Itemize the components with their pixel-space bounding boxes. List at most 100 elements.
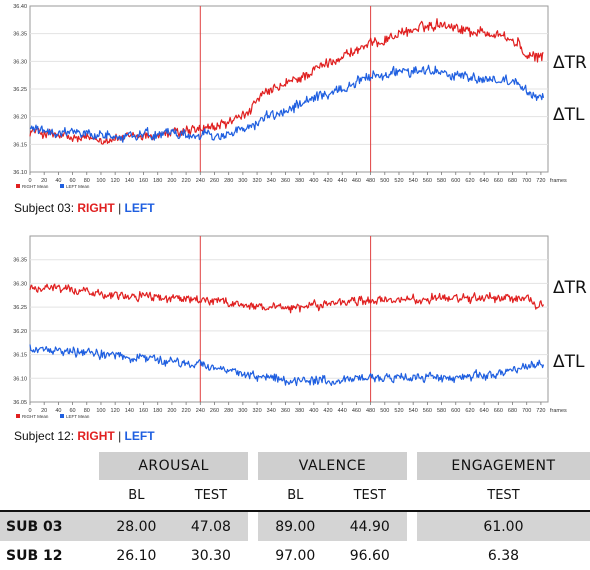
subject-03-chart: 36.10 36.15 36.20 36.25 36.30 36.35 36.40 0 20 40… bbox=[13, 4, 567, 189]
x-tick-label: 440 bbox=[338, 178, 347, 184]
x-tick-label: 80 bbox=[84, 178, 90, 184]
x-tick-label: 320 bbox=[252, 408, 261, 414]
x-tick-label: 200 bbox=[167, 178, 176, 184]
x-tick-label: 340 bbox=[267, 178, 276, 184]
x-tick-label: 20 bbox=[41, 408, 47, 414]
x-tick-label: 540 bbox=[409, 408, 418, 414]
legend-swatch bbox=[16, 184, 20, 188]
x-tick-label: 280 bbox=[224, 178, 233, 184]
legend-swatch bbox=[60, 184, 64, 188]
x-tick-label: 640 bbox=[480, 408, 489, 414]
x-tick-label: 380 bbox=[295, 408, 304, 414]
x-tick-label: 180 bbox=[153, 408, 162, 414]
y-tick-label: 36.35 bbox=[13, 258, 27, 264]
x-tick-label: 680 bbox=[508, 408, 517, 414]
x-tick-label: 20 bbox=[41, 178, 47, 184]
x-tick-label: 100 bbox=[96, 178, 105, 184]
delta-t-left-label-1: ΔTL bbox=[553, 105, 585, 125]
x-tick-label: 540 bbox=[409, 178, 418, 184]
x-tick-label: 160 bbox=[139, 408, 148, 414]
x-tick-label: 300 bbox=[238, 178, 247, 184]
x-tick-label: 200 bbox=[167, 408, 176, 414]
x-tick-label: 120 bbox=[111, 178, 120, 184]
header-arousal: AROUSAL bbox=[99, 452, 249, 480]
x-tick-label: 0 bbox=[28, 408, 31, 414]
table-cell: 97.00 bbox=[275, 547, 316, 564]
subject-12-chart: 36.05 36.10 36.15 36.20 36.25 36.30 36.35 0 20 40… bbox=[13, 235, 567, 419]
y-tick-label: 36.30 bbox=[13, 281, 27, 287]
header-valence: VALENCE bbox=[258, 452, 408, 480]
x-tick-label: 80 bbox=[84, 408, 90, 414]
x-tick-label: 480 bbox=[366, 408, 375, 414]
x-tick-label: 720 bbox=[536, 408, 545, 414]
x-tick-label: 360 bbox=[281, 178, 290, 184]
x-tick-label: 660 bbox=[494, 178, 503, 184]
x-tick-label: 600 bbox=[451, 178, 460, 184]
delta-t-right-label-2: ΔTR bbox=[553, 278, 587, 298]
col-engagement-test: TEST bbox=[487, 487, 520, 503]
y-tick-label: 36.15 bbox=[13, 353, 27, 359]
table-cell: 30.30 bbox=[190, 547, 231, 564]
table-cell: 6.38 bbox=[487, 547, 520, 564]
delta-t-right-label-1: ΔTR bbox=[553, 53, 587, 73]
legend-label: LEFT Mean bbox=[66, 414, 90, 419]
series-line-left bbox=[29, 64, 545, 143]
x-tick-label: 420 bbox=[323, 408, 332, 414]
legend-swatch bbox=[60, 414, 64, 418]
y-tick-label: 36.20 bbox=[13, 115, 27, 121]
x-tick-label: 240 bbox=[196, 408, 205, 414]
summary-table: AROUSAL VALENCE ENGAGEMENT BL TEST BL TE… bbox=[0, 452, 590, 570]
col-arousal-test: TEST bbox=[194, 487, 228, 503]
x-tick-label: 640 bbox=[480, 178, 489, 184]
y-tick-label: 36.15 bbox=[13, 142, 27, 148]
x-tick-label: 220 bbox=[182, 178, 191, 184]
y-tick-label: 36.20 bbox=[13, 329, 27, 335]
x-tick-label: 220 bbox=[182, 408, 191, 414]
plot-area bbox=[29, 235, 549, 403]
x-tick-label: 560 bbox=[423, 408, 432, 414]
subject-03-caption: Subject 03: RIGHT | LEFT bbox=[14, 201, 155, 215]
x-tick-label: 340 bbox=[267, 408, 276, 414]
header-engagement: ENGAGEMENT bbox=[416, 452, 590, 480]
x-tick-label: 40 bbox=[55, 178, 61, 184]
x-tick-label: 400 bbox=[309, 178, 318, 184]
delta-t-left-label-2: ΔTL bbox=[553, 352, 585, 372]
y-tick-label: 36.25 bbox=[13, 305, 27, 311]
col-valence-bl: BL bbox=[287, 487, 304, 503]
x-tick-label: 720 bbox=[536, 178, 545, 184]
row-label-sub03: SUB 03 bbox=[0, 510, 100, 541]
x-tick-label: 620 bbox=[465, 408, 474, 414]
x-tick-label: 560 bbox=[423, 178, 432, 184]
table-cell: 47.08 bbox=[173, 510, 249, 541]
x-tick-label: 380 bbox=[295, 178, 304, 184]
x-tick-label: 520 bbox=[394, 178, 403, 184]
table-cell: 26.10 bbox=[116, 547, 157, 564]
x-tick-label: 60 bbox=[70, 178, 76, 184]
table-cell: 61.00 bbox=[416, 510, 590, 541]
x-tick-label: 500 bbox=[380, 408, 389, 414]
legend-swatch bbox=[16, 414, 20, 418]
x-tick-label: 160 bbox=[139, 178, 148, 184]
table-cell: 44.90 bbox=[332, 510, 408, 541]
x-tick-label: 320 bbox=[252, 178, 261, 184]
y-tick-label: 36.10 bbox=[13, 376, 27, 382]
x-tick-label: 420 bbox=[323, 178, 332, 184]
y-tick-label: 36.40 bbox=[13, 4, 27, 10]
x-tick-label: 280 bbox=[224, 408, 233, 414]
x-tick-label: 440 bbox=[338, 408, 347, 414]
col-valence-test: TEST bbox=[353, 487, 386, 503]
series-line-right bbox=[29, 18, 544, 145]
series-line-left bbox=[29, 344, 545, 387]
x-tick-label: 360 bbox=[281, 408, 290, 414]
x-tick-label: 500 bbox=[380, 178, 389, 184]
x-tick-label: 240 bbox=[196, 178, 205, 184]
x-tick-label: 700 bbox=[522, 408, 531, 414]
x-tick-label: 600 bbox=[451, 408, 460, 414]
x-tick-label: 680 bbox=[508, 178, 517, 184]
subject-12-caption: Subject 12: RIGHT | LEFT bbox=[14, 429, 155, 443]
x-tick-label: 100 bbox=[96, 408, 105, 414]
y-tick-label: 36.10 bbox=[13, 170, 27, 176]
x-tick-label: 580 bbox=[437, 408, 446, 414]
col-arousal-bl: BL bbox=[128, 487, 145, 503]
x-tick-label: 120 bbox=[111, 408, 120, 414]
